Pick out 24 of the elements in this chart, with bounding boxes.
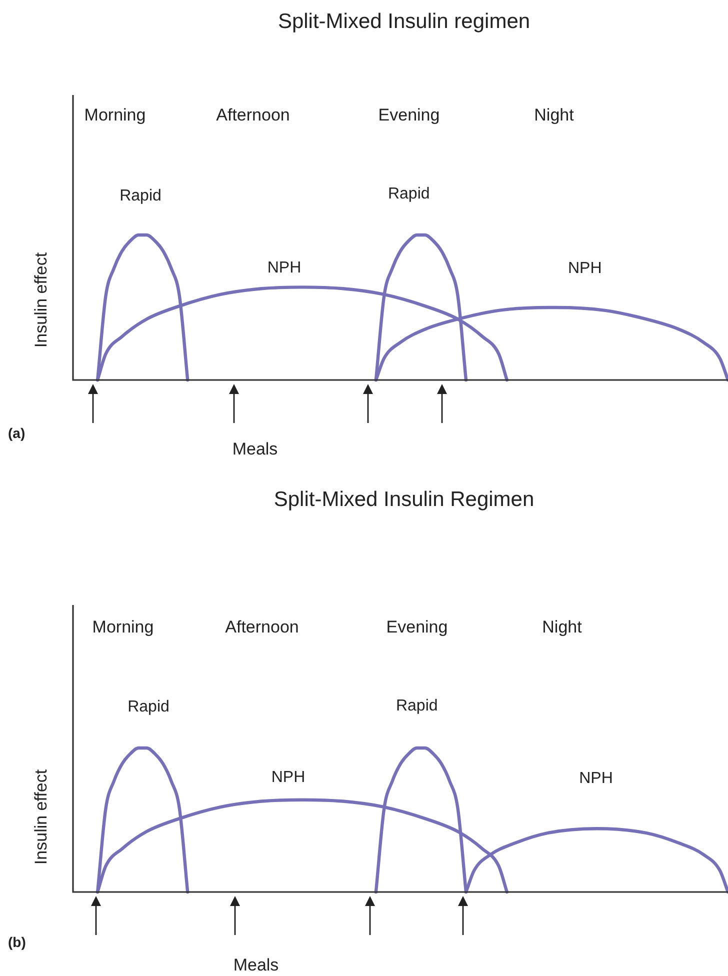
text: Afternoon (216, 106, 290, 125)
series-label: NPH (568, 260, 602, 277)
text: Morning (84, 106, 146, 125)
series-label: NPH (267, 260, 302, 277)
chart-title: Split-Mixed Insulin Regimen (274, 488, 534, 511)
text: Afternoon (225, 618, 299, 637)
text: Rapid (120, 187, 162, 204)
text: Rapid (396, 697, 438, 714)
text: Morning (92, 618, 154, 637)
text: (b) (8, 934, 26, 950)
text: Night (542, 618, 582, 637)
text: Rapid (388, 185, 430, 202)
text: NPH (579, 770, 613, 788)
text: Evening (378, 106, 440, 125)
text: Night (534, 106, 574, 125)
text: (a) (8, 424, 26, 441)
text: Meals (232, 440, 278, 459)
y-axis-title: Insulin effect (32, 252, 51, 348)
text: Meals (233, 956, 279, 975)
y-axis-title: Insulin effect (32, 769, 51, 865)
chart-title: Split-Mixed Insulin regimen (278, 10, 530, 33)
text: Rapid (128, 698, 170, 716)
series-label: NPH (271, 769, 306, 786)
text: Evening (386, 618, 448, 637)
